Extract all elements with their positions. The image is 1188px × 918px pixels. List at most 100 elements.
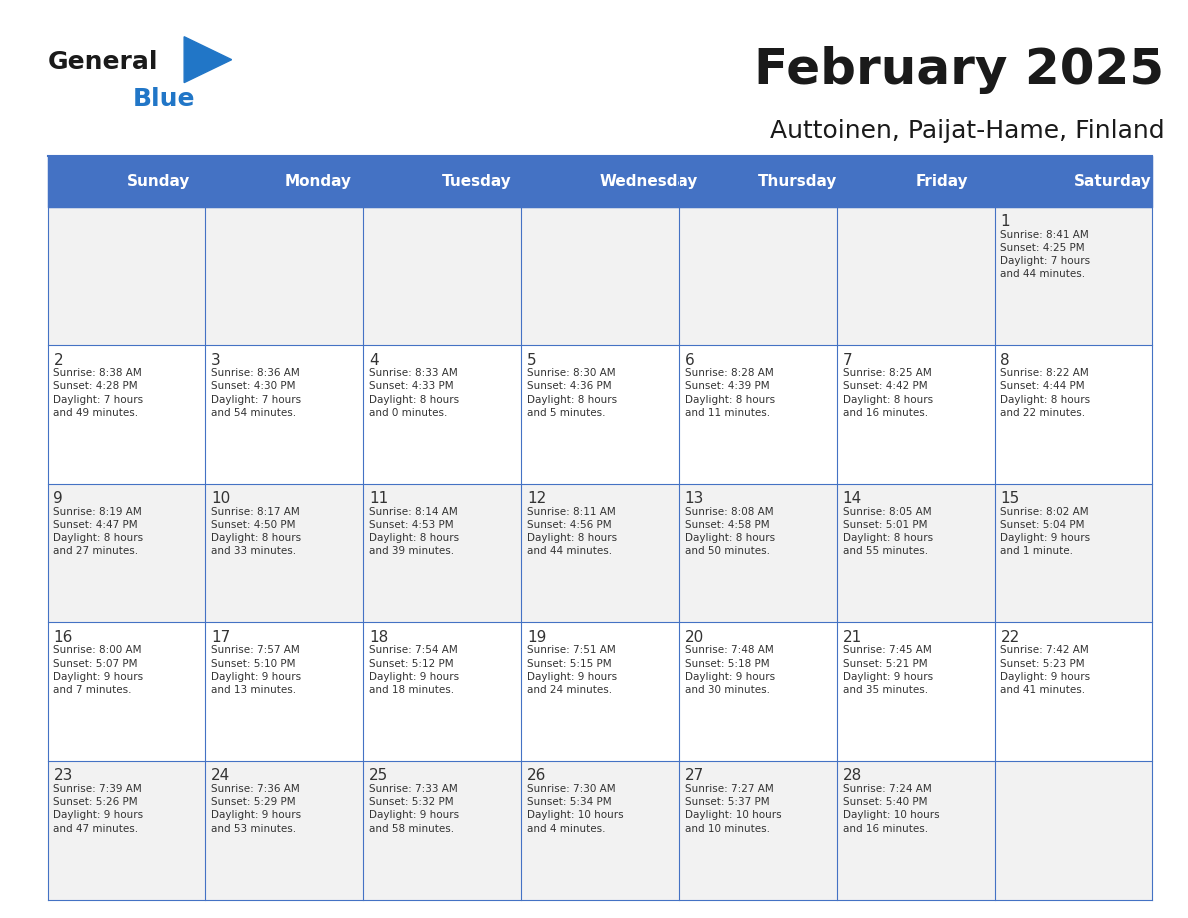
FancyBboxPatch shape [206, 622, 364, 761]
Text: 26: 26 [527, 768, 546, 783]
FancyBboxPatch shape [364, 761, 522, 900]
Text: Sunrise: 8:08 AM
Sunset: 4:58 PM
Daylight: 8 hours
and 50 minutes.: Sunrise: 8:08 AM Sunset: 4:58 PM Dayligh… [684, 507, 775, 556]
Text: 27: 27 [684, 768, 704, 783]
Text: 28: 28 [842, 768, 861, 783]
Text: General: General [48, 50, 158, 74]
Text: 11: 11 [369, 491, 388, 506]
FancyBboxPatch shape [994, 207, 1152, 345]
FancyBboxPatch shape [678, 207, 836, 345]
Text: Sunrise: 8:02 AM
Sunset: 5:04 PM
Daylight: 9 hours
and 1 minute.: Sunrise: 8:02 AM Sunset: 5:04 PM Dayligh… [1000, 507, 1091, 556]
Text: Blue: Blue [133, 87, 196, 111]
FancyBboxPatch shape [48, 761, 206, 900]
Text: 19: 19 [527, 630, 546, 644]
Text: Sunrise: 8:00 AM
Sunset: 5:07 PM
Daylight: 9 hours
and 7 minutes.: Sunrise: 8:00 AM Sunset: 5:07 PM Dayligh… [53, 645, 144, 695]
FancyBboxPatch shape [522, 207, 678, 345]
Text: Sunrise: 7:57 AM
Sunset: 5:10 PM
Daylight: 9 hours
and 13 minutes.: Sunrise: 7:57 AM Sunset: 5:10 PM Dayligh… [211, 645, 302, 695]
FancyBboxPatch shape [994, 484, 1152, 622]
FancyBboxPatch shape [522, 345, 678, 484]
Text: Thursday: Thursday [758, 174, 838, 189]
Text: Sunrise: 7:39 AM
Sunset: 5:26 PM
Daylight: 9 hours
and 47 minutes.: Sunrise: 7:39 AM Sunset: 5:26 PM Dayligh… [53, 784, 144, 834]
Text: Sunrise: 7:27 AM
Sunset: 5:37 PM
Daylight: 10 hours
and 10 minutes.: Sunrise: 7:27 AM Sunset: 5:37 PM Dayligh… [684, 784, 782, 834]
FancyBboxPatch shape [48, 156, 1152, 207]
FancyBboxPatch shape [364, 345, 522, 484]
FancyBboxPatch shape [364, 484, 522, 622]
Text: Friday: Friday [916, 174, 968, 189]
Text: 16: 16 [53, 630, 72, 644]
Text: 7: 7 [842, 353, 852, 367]
Text: 8: 8 [1000, 353, 1010, 367]
Text: 20: 20 [684, 630, 704, 644]
Text: 18: 18 [369, 630, 388, 644]
Text: Sunrise: 8:33 AM
Sunset: 4:33 PM
Daylight: 8 hours
and 0 minutes.: Sunrise: 8:33 AM Sunset: 4:33 PM Dayligh… [369, 368, 460, 418]
FancyBboxPatch shape [836, 622, 994, 761]
FancyBboxPatch shape [364, 207, 522, 345]
Text: Sunrise: 7:48 AM
Sunset: 5:18 PM
Daylight: 9 hours
and 30 minutes.: Sunrise: 7:48 AM Sunset: 5:18 PM Dayligh… [684, 645, 775, 695]
FancyBboxPatch shape [836, 345, 994, 484]
Text: Sunrise: 7:42 AM
Sunset: 5:23 PM
Daylight: 9 hours
and 41 minutes.: Sunrise: 7:42 AM Sunset: 5:23 PM Dayligh… [1000, 645, 1091, 695]
Text: 4: 4 [369, 353, 379, 367]
Text: Sunday: Sunday [126, 174, 190, 189]
Text: Sunrise: 7:54 AM
Sunset: 5:12 PM
Daylight: 9 hours
and 18 minutes.: Sunrise: 7:54 AM Sunset: 5:12 PM Dayligh… [369, 645, 460, 695]
FancyBboxPatch shape [48, 345, 206, 484]
Text: Wednesday: Wednesday [600, 174, 699, 189]
Text: Sunrise: 8:41 AM
Sunset: 4:25 PM
Daylight: 7 hours
and 44 minutes.: Sunrise: 8:41 AM Sunset: 4:25 PM Dayligh… [1000, 230, 1091, 279]
Text: 3: 3 [211, 353, 221, 367]
Text: Sunrise: 8:30 AM
Sunset: 4:36 PM
Daylight: 8 hours
and 5 minutes.: Sunrise: 8:30 AM Sunset: 4:36 PM Dayligh… [527, 368, 617, 418]
FancyBboxPatch shape [206, 207, 364, 345]
Text: 24: 24 [211, 768, 230, 783]
Text: Sunrise: 7:45 AM
Sunset: 5:21 PM
Daylight: 9 hours
and 35 minutes.: Sunrise: 7:45 AM Sunset: 5:21 PM Dayligh… [842, 645, 933, 695]
FancyBboxPatch shape [994, 761, 1152, 900]
FancyBboxPatch shape [48, 484, 206, 622]
Text: Sunrise: 7:33 AM
Sunset: 5:32 PM
Daylight: 9 hours
and 58 minutes.: Sunrise: 7:33 AM Sunset: 5:32 PM Dayligh… [369, 784, 460, 834]
Text: Sunrise: 7:51 AM
Sunset: 5:15 PM
Daylight: 9 hours
and 24 minutes.: Sunrise: 7:51 AM Sunset: 5:15 PM Dayligh… [527, 645, 617, 695]
Text: 17: 17 [211, 630, 230, 644]
Text: Monday: Monday [284, 174, 352, 189]
FancyBboxPatch shape [836, 207, 994, 345]
Text: 5: 5 [527, 353, 537, 367]
Text: Sunrise: 8:28 AM
Sunset: 4:39 PM
Daylight: 8 hours
and 11 minutes.: Sunrise: 8:28 AM Sunset: 4:39 PM Dayligh… [684, 368, 775, 418]
Text: 6: 6 [684, 353, 695, 367]
FancyBboxPatch shape [994, 345, 1152, 484]
Text: 10: 10 [211, 491, 230, 506]
Text: Tuesday: Tuesday [442, 174, 512, 189]
FancyBboxPatch shape [994, 622, 1152, 761]
FancyBboxPatch shape [836, 761, 994, 900]
FancyBboxPatch shape [836, 484, 994, 622]
FancyBboxPatch shape [522, 622, 678, 761]
Text: 15: 15 [1000, 491, 1019, 506]
Text: 14: 14 [842, 491, 861, 506]
Text: 13: 13 [684, 491, 704, 506]
FancyBboxPatch shape [364, 622, 522, 761]
Text: 12: 12 [527, 491, 546, 506]
FancyBboxPatch shape [48, 622, 206, 761]
Text: 22: 22 [1000, 630, 1019, 644]
Text: Sunrise: 7:30 AM
Sunset: 5:34 PM
Daylight: 10 hours
and 4 minutes.: Sunrise: 7:30 AM Sunset: 5:34 PM Dayligh… [527, 784, 624, 834]
Text: Sunrise: 8:36 AM
Sunset: 4:30 PM
Daylight: 7 hours
and 54 minutes.: Sunrise: 8:36 AM Sunset: 4:30 PM Dayligh… [211, 368, 302, 418]
FancyBboxPatch shape [522, 761, 678, 900]
Text: Sunrise: 8:17 AM
Sunset: 4:50 PM
Daylight: 8 hours
and 33 minutes.: Sunrise: 8:17 AM Sunset: 4:50 PM Dayligh… [211, 507, 302, 556]
Text: 25: 25 [369, 768, 388, 783]
FancyBboxPatch shape [48, 207, 206, 345]
Text: Sunrise: 7:36 AM
Sunset: 5:29 PM
Daylight: 9 hours
and 53 minutes.: Sunrise: 7:36 AM Sunset: 5:29 PM Dayligh… [211, 784, 302, 834]
FancyBboxPatch shape [206, 345, 364, 484]
FancyBboxPatch shape [678, 761, 836, 900]
FancyBboxPatch shape [206, 484, 364, 622]
Text: Sunrise: 8:14 AM
Sunset: 4:53 PM
Daylight: 8 hours
and 39 minutes.: Sunrise: 8:14 AM Sunset: 4:53 PM Dayligh… [369, 507, 460, 556]
FancyBboxPatch shape [522, 484, 678, 622]
FancyBboxPatch shape [206, 761, 364, 900]
Text: 23: 23 [53, 768, 72, 783]
FancyBboxPatch shape [678, 484, 836, 622]
Text: Sunrise: 7:24 AM
Sunset: 5:40 PM
Daylight: 10 hours
and 16 minutes.: Sunrise: 7:24 AM Sunset: 5:40 PM Dayligh… [842, 784, 940, 834]
Text: Sunrise: 8:38 AM
Sunset: 4:28 PM
Daylight: 7 hours
and 49 minutes.: Sunrise: 8:38 AM Sunset: 4:28 PM Dayligh… [53, 368, 144, 418]
Text: 9: 9 [53, 491, 63, 506]
FancyBboxPatch shape [678, 345, 836, 484]
Text: February 2025: February 2025 [754, 46, 1164, 94]
Text: 1: 1 [1000, 214, 1010, 229]
Text: Auttoinen, Paijat-Hame, Finland: Auttoinen, Paijat-Hame, Finland [770, 119, 1164, 143]
FancyBboxPatch shape [678, 622, 836, 761]
Text: Sunrise: 8:05 AM
Sunset: 5:01 PM
Daylight: 8 hours
and 55 minutes.: Sunrise: 8:05 AM Sunset: 5:01 PM Dayligh… [842, 507, 933, 556]
Text: 2: 2 [53, 353, 63, 367]
Text: 21: 21 [842, 630, 861, 644]
Text: Sunrise: 8:22 AM
Sunset: 4:44 PM
Daylight: 8 hours
and 22 minutes.: Sunrise: 8:22 AM Sunset: 4:44 PM Dayligh… [1000, 368, 1091, 418]
Polygon shape [184, 37, 232, 83]
